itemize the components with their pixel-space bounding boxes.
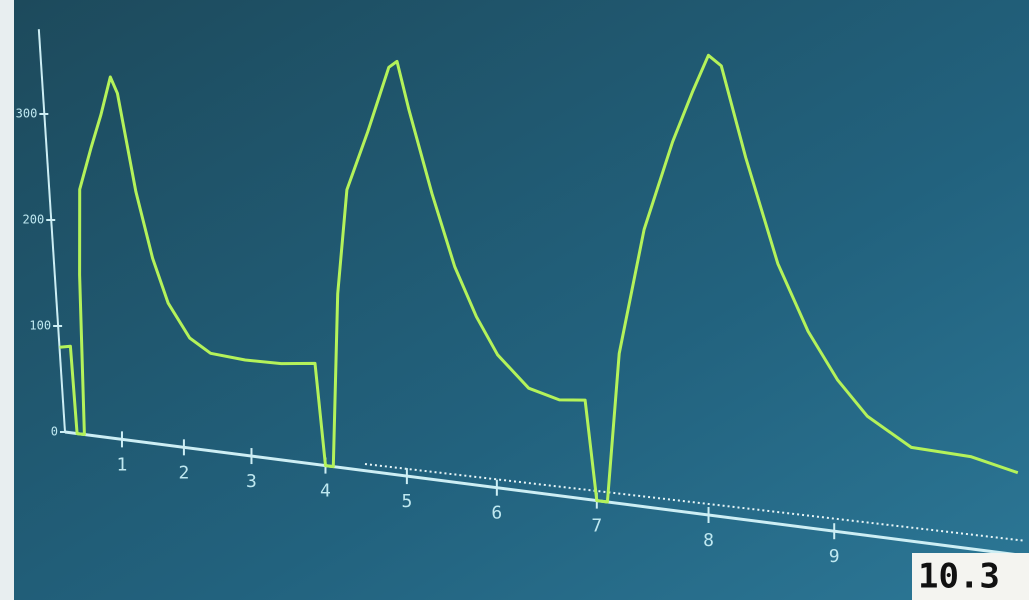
x-tick-label: 1 bbox=[117, 454, 128, 475]
x-tick-label: 2 bbox=[178, 462, 189, 483]
x-tick-label: 4 bbox=[320, 481, 331, 502]
readout: 10.3 bbox=[918, 557, 1000, 597]
x-tick-label: 3 bbox=[246, 471, 257, 492]
y-tick-label: 100 bbox=[29, 319, 51, 333]
frame-edge bbox=[0, 0, 14, 600]
y-tick-label: 0 bbox=[51, 425, 58, 439]
x-tick-label: 6 bbox=[491, 503, 502, 524]
y-tick-label: 200 bbox=[23, 213, 45, 227]
x-tick-label: 7 bbox=[591, 516, 602, 537]
x-tick-label: 8 bbox=[703, 530, 714, 551]
x-tick-label: 9 bbox=[829, 546, 840, 567]
page: 1234567890100200300 10.3 (() => { const … bbox=[0, 0, 1029, 600]
x-tick-label: 5 bbox=[401, 491, 412, 512]
chart: 1 2 3 4 5 6 7 8 9 0 100 200 300 10.3 bbox=[0, 0, 1029, 600]
y-tick-label: 300 bbox=[16, 107, 38, 121]
